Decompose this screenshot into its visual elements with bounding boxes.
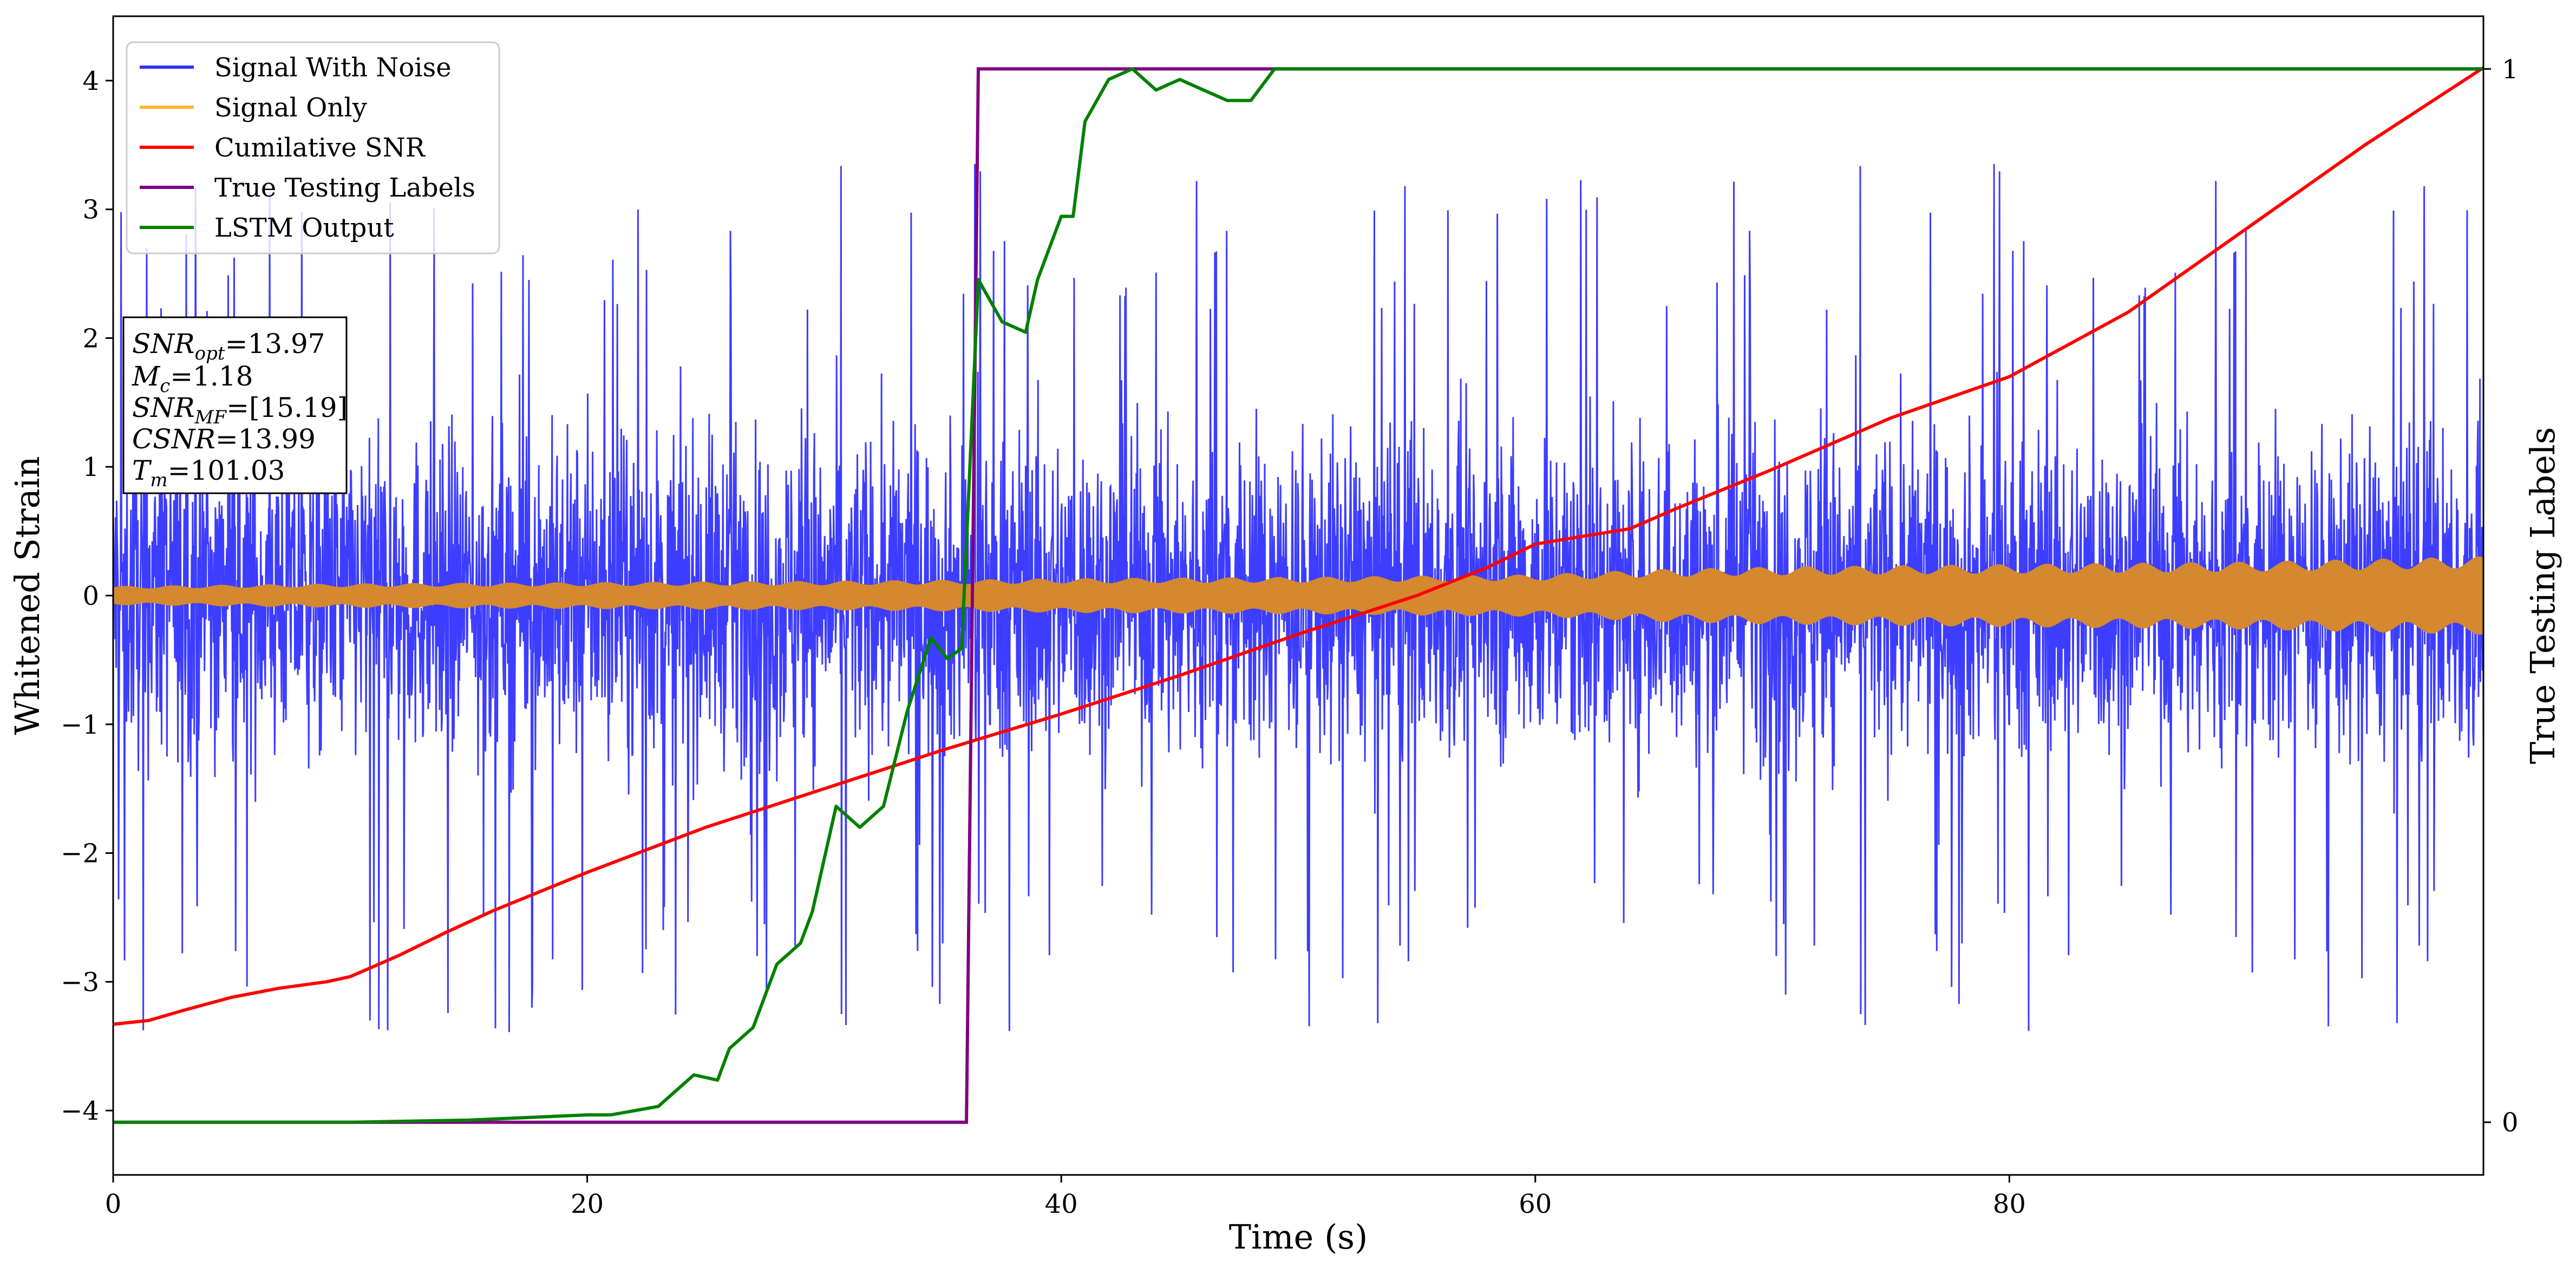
y-tick-label: 3: [82, 195, 99, 225]
tm-label: T: [132, 455, 152, 486]
legend-label: LSTM Output: [214, 213, 394, 243]
y-axis-label: Whitened Strain: [8, 456, 47, 735]
x-axis-label: Time (s): [1229, 1217, 1368, 1257]
y-tick-label: −3: [61, 967, 99, 997]
x-tick-label: 0: [105, 1189, 122, 1219]
mc-sub: c: [160, 375, 170, 397]
snr-opt-sub: opt: [195, 343, 225, 364]
series-cumulative-snr: [113, 66, 2483, 1026]
legend-label: Signal Only: [214, 93, 367, 123]
snr-mf-label: SNR: [132, 392, 195, 423]
y-tick-label: −4: [61, 1096, 99, 1126]
annotation-snr-mf: SNRMF=[15.19]: [132, 392, 348, 428]
annotation-frame: [122, 316, 348, 494]
annotation-csnr: CSNR=13.99: [132, 423, 316, 455]
y-right-tick-label: 0: [2502, 1108, 2519, 1138]
series-layer: [113, 66, 2483, 1124]
annotation-box: SNRopt=13.97 Mc=1.18 SNRMF=[15.19] CSNR=…: [122, 316, 348, 494]
snr-opt-value: =13.97: [225, 328, 325, 360]
x-tick-label: 20: [571, 1189, 604, 1219]
legend-label: Signal With Noise: [214, 53, 452, 83]
snr-mf-sub: MF: [194, 407, 227, 428]
legend-box: [126, 41, 500, 254]
snr-opt-label: SNR: [132, 328, 195, 360]
annotation-tm: Tm=101.03: [132, 455, 285, 491]
series-signal-only: [113, 556, 2483, 635]
y-tick-label: 2: [82, 323, 99, 354]
csnr-value: =13.99: [215, 423, 316, 455]
series-lstm-output: [113, 67, 2483, 1124]
mc-label: M: [132, 361, 161, 392]
x-tick-label: 80: [1993, 1189, 2026, 1219]
legend-label: Cumilative SNR: [214, 133, 426, 163]
annotation-mc: Mc=1.18: [132, 361, 253, 397]
y-tick-label: −1: [61, 710, 99, 740]
mc-value: =1.18: [170, 361, 253, 392]
y-right-tick-label: 1: [2502, 54, 2519, 84]
legend-label: True Testing Labels: [214, 173, 475, 203]
y-tick-label: 1: [82, 452, 99, 482]
y-axis-right-label: True Testing Labels: [2523, 427, 2562, 765]
x-tick-label: 40: [1045, 1189, 1078, 1219]
y-tick-label: 0: [82, 581, 99, 611]
snr-mf-value: =[15.19]: [226, 392, 348, 423]
tm-sub: m: [150, 469, 167, 491]
csnr-label: CSNR: [132, 423, 215, 455]
y-tick-label: −2: [61, 839, 99, 869]
y-tick-label: 4: [82, 66, 99, 96]
annotation-snr-opt: SNRopt=13.97: [132, 328, 325, 364]
tm-value: =101.03: [168, 455, 285, 486]
legend: Signal With Noise Signal Only Cumilative S…: [126, 41, 500, 254]
x-tick-label: 60: [1519, 1189, 1552, 1219]
